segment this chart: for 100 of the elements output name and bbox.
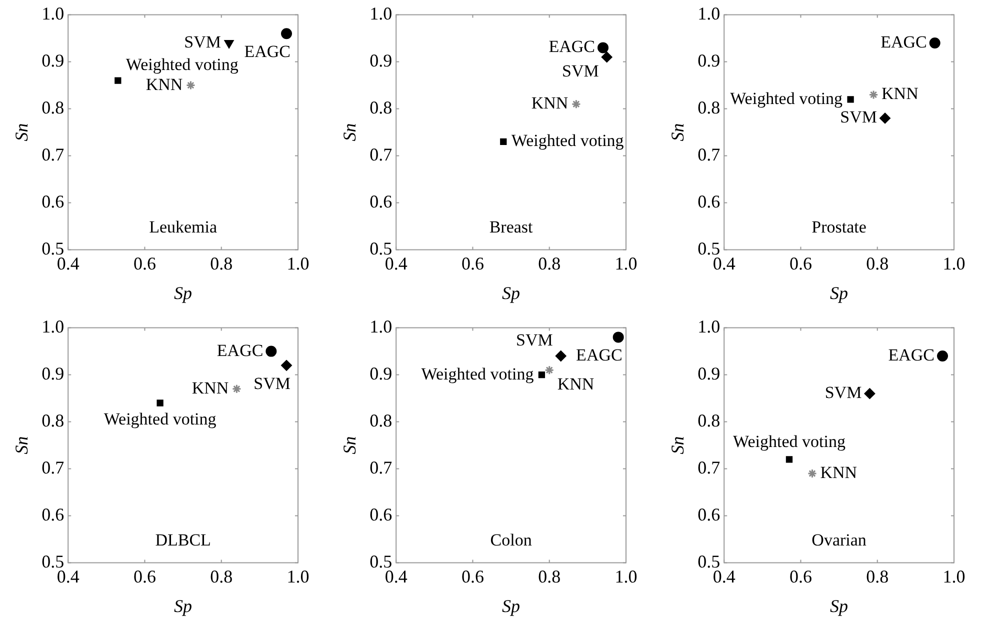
y-tick-label: 0.9: [698, 50, 720, 71]
y-tick-label: 0.7: [370, 144, 392, 165]
point: [807, 468, 817, 478]
point: [281, 28, 292, 40]
series-label: KNN: [557, 374, 594, 394]
series-label: Weighted voting: [733, 432, 846, 451]
series-label: EAGC: [888, 345, 935, 364]
y-axis-title: Sn: [668, 123, 688, 142]
series-label: KNN: [192, 378, 229, 398]
y-tick-label: 0.7: [42, 144, 64, 165]
x-tick-label: 1.0: [942, 566, 966, 586]
series-label: Weighted voting: [126, 55, 239, 74]
series-label: SVM: [562, 62, 599, 81]
y-tick-label: 0.7: [42, 458, 64, 478]
y-tick-label: 1.0: [42, 4, 64, 24]
x-tick-label: 0.8: [538, 253, 561, 274]
y-tick-label: 0.9: [42, 50, 64, 71]
x-axis-title: Sp: [502, 282, 520, 303]
y-axis-title: Sn: [12, 123, 32, 142]
series-label: KNN: [531, 94, 568, 113]
y-tick-label: 0.8: [698, 98, 720, 118]
text: Breast: [489, 217, 534, 236]
x-tick-label: 0.6: [133, 566, 156, 586]
x-axis-title: Sp: [830, 596, 848, 616]
x-tick-label: 0.6: [789, 253, 812, 274]
series-label: KNN: [146, 74, 183, 94]
point: [598, 42, 609, 54]
point: [612, 332, 624, 343]
x-tick-label: 1.0: [614, 253, 638, 274]
point: [786, 456, 793, 463]
y-tick-label: 1.0: [42, 316, 64, 337]
y-tick-label: 0.5: [370, 238, 392, 259]
text: Colon: [490, 530, 532, 550]
point: [186, 80, 196, 90]
y-tick-label: 1.0: [698, 4, 720, 24]
y-tick-label: 0.9: [370, 50, 392, 71]
point: [500, 138, 507, 146]
x-axis-title: Sp: [174, 282, 192, 303]
y-tick-label: 0.5: [370, 552, 392, 572]
series-label: SVM: [254, 374, 291, 393]
y-axis-title: Sn: [668, 436, 688, 454]
y-tick-label: 0.8: [42, 410, 64, 431]
y-tick-label: 0.6: [42, 192, 64, 212]
x-tick-label: 0.6: [789, 566, 812, 586]
y-tick-label: 0.9: [698, 364, 720, 384]
x-tick-label: 1.0: [614, 566, 638, 586]
point: [114, 77, 122, 84]
series-label: Weighted voting: [730, 88, 844, 108]
x-axis-title: Sp: [830, 282, 848, 303]
series-label: EAGC: [244, 42, 291, 62]
x-tick-label: 1.0: [942, 253, 966, 274]
series-label: Weighted voting: [104, 409, 217, 428]
point: [601, 52, 612, 63]
y-tick-label: 0.6: [698, 192, 720, 212]
series-label: Weighted voting: [421, 364, 534, 384]
y-tick-label: 0.9: [370, 364, 392, 384]
series-label: KNN: [820, 462, 858, 482]
x-tick-label: 1.0: [286, 253, 310, 274]
y-tick-label: 0.8: [370, 98, 392, 118]
series-label: Weighted voting: [511, 131, 624, 150]
series-label: SVM: [184, 32, 222, 52]
y-tick-label: 0.6: [370, 192, 392, 212]
point: [538, 371, 546, 378]
y-tick-label: 0.5: [698, 552, 720, 572]
x-tick-label: 0.8: [210, 566, 233, 586]
y-tick-label: 0.8: [698, 410, 720, 431]
point: [571, 99, 581, 109]
y-tick-label: 0.5: [42, 238, 64, 259]
series-label: EAGC: [548, 37, 596, 56]
series-label: SVM: [824, 383, 862, 402]
y-tick-label: 0.9: [42, 364, 64, 384]
y-tick-label: 0.5: [42, 552, 64, 572]
x-tick-label: 0.6: [461, 566, 484, 586]
y-tick-label: 1.0: [698, 316, 720, 337]
x-tick-label: 0.8: [538, 566, 561, 586]
x-tick-label: 0.8: [866, 253, 889, 274]
y-tick-label: 1.0: [370, 316, 392, 337]
y-axis-title: Sn: [12, 436, 32, 454]
y-tick-label: 0.7: [698, 144, 720, 165]
point: [937, 350, 948, 362]
x-tick-label: 0.8: [866, 566, 889, 586]
text: Leukemia: [149, 217, 218, 236]
point: [929, 38, 940, 48]
text: Prostate: [812, 217, 866, 236]
y-tick-label: 0.6: [698, 504, 720, 525]
x-tick-label: 0.8: [210, 253, 233, 274]
series-label: KNN: [882, 84, 918, 104]
point: [266, 346, 277, 357]
point: [232, 384, 242, 394]
point: [156, 400, 164, 406]
y-tick-label: 0.6: [42, 504, 64, 525]
y-axis-title: Sn: [340, 436, 360, 454]
y-tick-label: 0.8: [370, 410, 392, 431]
y-tick-label: 0.8: [42, 98, 64, 118]
y-tick-label: 1.0: [370, 4, 392, 24]
text: Ovarian: [812, 530, 867, 550]
point: [880, 112, 891, 124]
series-label: EAGC: [880, 32, 927, 52]
x-tick-label: 0.6: [133, 253, 156, 274]
series-label: SVM: [516, 330, 553, 350]
